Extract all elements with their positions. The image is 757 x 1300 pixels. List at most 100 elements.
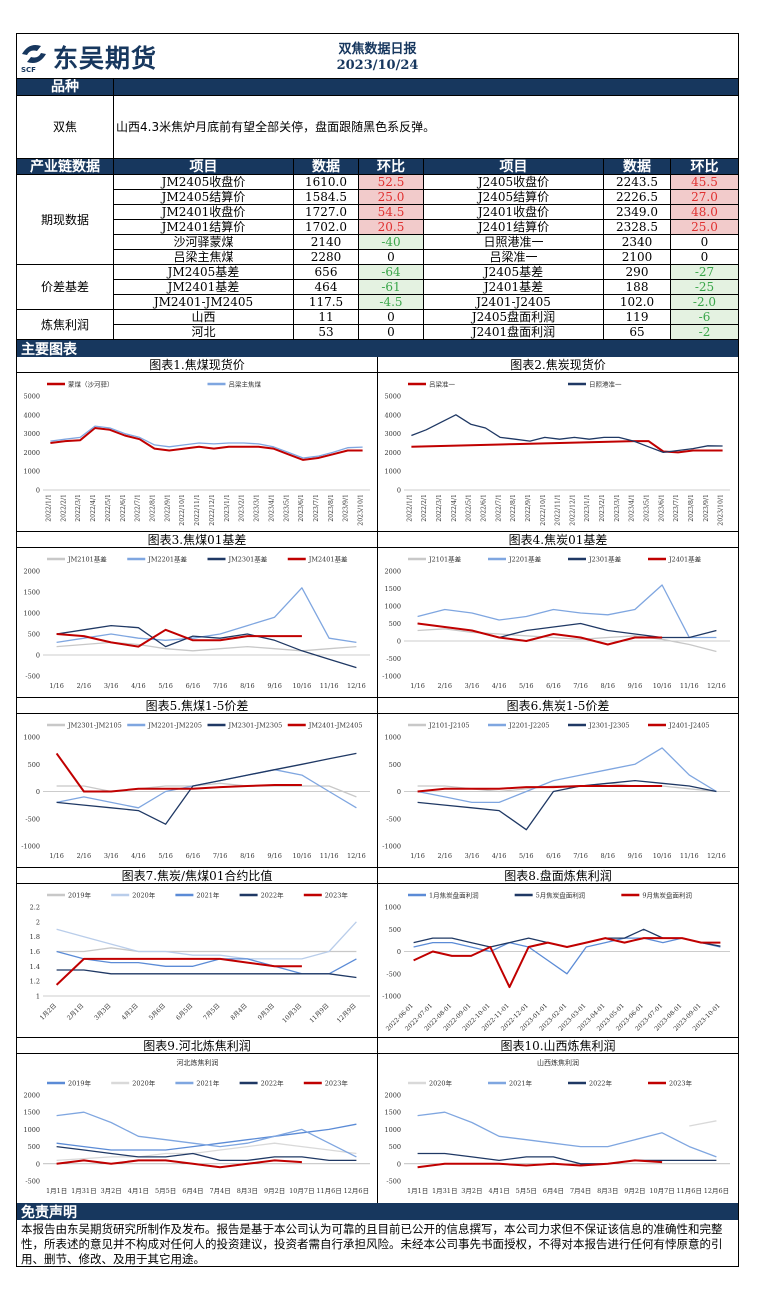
x-tick-label: 5/16 <box>158 682 173 690</box>
x-tick-label: 3/16 <box>465 852 480 860</box>
x-tick-label: 1/16 <box>49 852 64 860</box>
y-tick-label: 4000 <box>384 411 401 419</box>
x-tick-label: 2/16 <box>437 682 452 690</box>
series-line-4 <box>417 785 663 793</box>
table-cell-r-chg: 45.5 <box>671 175 738 190</box>
y-tick-label: 500 <box>28 631 40 639</box>
x-tick-label: 2023/8/1 <box>688 494 695 522</box>
chart-title: 图表8.盘面炼焦利润 <box>378 868 738 884</box>
y-tick-label: 2.2 <box>30 904 40 912</box>
y-tick-label: 1500 <box>23 1109 40 1117</box>
chart-svg: J2101基差 J2201基差 J2301基差 J2401基差 2000 1500 1000… <box>382 555 730 690</box>
x-tick-label: 9月2日 <box>264 1187 285 1195</box>
series-line-3 <box>417 1152 717 1165</box>
chart-10: 图表10.山西炼焦利润 山西炼焦利润 2020年 2021年 2022年 2023年 200… <box>378 1038 738 1203</box>
x-tick-label: 5/16 <box>158 852 173 860</box>
y-tick-label: 3000 <box>23 430 40 438</box>
legend-label: J2101-J2105 <box>428 722 470 730</box>
table-cell-l-item: JM2405收盘价 <box>114 175 294 190</box>
series-line-4 <box>56 1145 357 1162</box>
table-cell-l-item: 河北 <box>114 325 294 340</box>
table-cell-l-chg: 52.5 <box>359 175 424 190</box>
series-line-4 <box>55 752 302 793</box>
y-tick-label: 1.6 <box>30 948 40 956</box>
table-cell-l-item: JM2401结算价 <box>114 220 294 235</box>
table-cell-l-chg: 54.5 <box>359 205 424 220</box>
series-line-1 <box>56 947 357 953</box>
x-tick-label: 2022/1/1 <box>406 494 413 522</box>
chart-svg: JM2101基差 JM2201基差 JM2301基差 JM2401基差 2000 1500… <box>23 555 370 690</box>
x-tick-label: 2022/5/1 <box>466 494 473 522</box>
x-tick-label: 7月4日 <box>570 1187 591 1195</box>
legend-label: 2022年 <box>261 1079 285 1088</box>
x-tick-label: 2022/9/1 <box>164 494 171 522</box>
table-cell-r-item: J2401盘面利润 <box>424 325 604 340</box>
x-tick-label: 3月2日 <box>100 1187 121 1195</box>
x-tick-label: 2022/8/1 <box>149 494 156 522</box>
y-tick-label: 1000 <box>384 734 401 742</box>
y-tick-label: 1 <box>36 993 40 1001</box>
legend-label: 2022年 <box>261 891 285 900</box>
col-change-left: 环比 <box>359 159 424 175</box>
x-tick-label: 9/16 <box>267 852 282 860</box>
chart-svg: 河北炼焦利润 2019年 2020年 2021年 2022年 2023年 2000 1500 1… <box>23 1058 370 1195</box>
table-cell-l-val: 11 <box>294 310 359 325</box>
x-tick-label: 7/16 <box>573 682 588 690</box>
y-tick-label: 500 <box>389 620 401 628</box>
table-cell-r-chg: -2.0 <box>671 295 738 310</box>
table-cell-r-val: 290 <box>604 265 671 280</box>
legend-label: 吕梁准一 <box>429 380 456 389</box>
table-cell-l-val: 2140 <box>294 235 359 250</box>
table-cell-r-chg: 25.0 <box>671 220 738 235</box>
chart-title: 图表10.山西炼焦利润 <box>378 1038 738 1054</box>
table-cell-r-item: 日照港准一 <box>424 235 604 250</box>
table-cell-l-chg: 0 <box>359 250 424 265</box>
x-tick-label: 1月31日 <box>71 1187 96 1195</box>
table-cell-l-val: 117.5 <box>294 295 359 310</box>
legend-label: 2023年 <box>325 1079 349 1088</box>
y-tick-label: -500 <box>386 1178 401 1186</box>
series-line-3 <box>56 752 357 825</box>
x-tick-label: 2022/12/1 <box>209 494 216 526</box>
logo: SCF 东吴期货 <box>19 37 209 75</box>
table-cell-l-chg: 20.5 <box>359 220 424 235</box>
x-tick-label: 4月1日 <box>128 1187 149 1195</box>
x-tick-label: 11/16 <box>320 852 339 860</box>
series-line-3 <box>56 1111 357 1158</box>
table-cell-l-item: 沙河驿蒙煤 <box>114 235 294 250</box>
y-tick-label: 0 <box>36 487 40 495</box>
y-tick-label: 1000 <box>384 603 401 611</box>
series-line-5 <box>56 1159 302 1169</box>
x-tick-label: 12月9日 <box>336 1002 358 1024</box>
x-tick-label: 2023/5/1 <box>283 494 290 522</box>
x-tick-label: 2023/9/1 <box>703 494 710 522</box>
x-tick-label: 2023/6/1 <box>298 494 305 522</box>
chart-2: 图表2.焦炭现货价 吕梁准一 日照港准一 5000 4000 3000 2000 1000 0 2… <box>378 357 738 532</box>
series-line-5 <box>55 957 302 986</box>
table-cell-l-item: JM2405结算价 <box>114 190 294 205</box>
x-tick-label: 2/16 <box>77 852 92 860</box>
table-cell-r-val: 188 <box>604 280 671 295</box>
y-tick-label: 0 <box>36 788 40 796</box>
x-tick-label: 3/16 <box>465 682 480 690</box>
legend-label: 2019年 <box>68 1079 92 1088</box>
table-cell-r-val: 2100 <box>604 250 671 265</box>
x-tick-label: 6月5日 <box>175 1002 194 1021</box>
x-tick-label: 10月7日 <box>649 1187 674 1195</box>
x-tick-label: 2022/4/1 <box>451 494 458 522</box>
y-tick-label: 1000 <box>23 734 40 742</box>
legend-label: JM2201基差 <box>147 555 187 564</box>
table-cell-r-val: 2328.5 <box>604 220 671 235</box>
x-tick-label: 2023/4/1 <box>629 494 636 522</box>
logo-sub: SCF <box>21 66 36 74</box>
x-tick-label: 1/16 <box>49 682 64 690</box>
x-tick-label: 8/16 <box>600 682 615 690</box>
y-tick-label: 1500 <box>384 1109 401 1117</box>
legend-label: J2301基差 <box>588 555 622 564</box>
x-tick-label: 2022/12/1 <box>569 494 576 526</box>
y-tick-label: 2000 <box>23 449 40 457</box>
y-tick-label: 0 <box>397 487 401 495</box>
y-tick-label: 2 <box>36 918 40 926</box>
x-tick-label: 1月1日 <box>407 1187 428 1195</box>
x-tick-label: 2023/1/1 <box>584 494 591 522</box>
